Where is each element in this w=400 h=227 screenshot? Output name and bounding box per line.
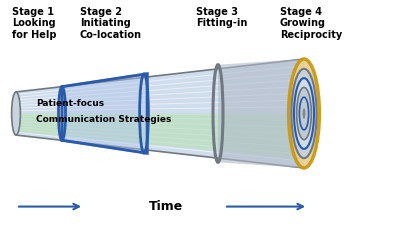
Ellipse shape bbox=[292, 69, 316, 158]
Text: Stage 3
Fitting-in: Stage 3 Fitting-in bbox=[196, 7, 247, 28]
Text: Communication Strategies: Communication Strategies bbox=[36, 115, 171, 124]
Ellipse shape bbox=[12, 92, 20, 135]
Text: Stage 2
Initiating
Co-location: Stage 2 Initiating Co-location bbox=[80, 7, 142, 40]
Ellipse shape bbox=[289, 59, 319, 168]
Text: Stage 4
Growing
Reciprocity: Stage 4 Growing Reciprocity bbox=[280, 7, 342, 40]
Text: Patient-focus: Patient-focus bbox=[36, 99, 104, 108]
Text: Time: Time bbox=[149, 200, 183, 213]
Ellipse shape bbox=[297, 87, 311, 140]
Ellipse shape bbox=[302, 108, 306, 119]
Polygon shape bbox=[16, 59, 304, 168]
Text: Stage 1
Looking
for Help: Stage 1 Looking for Help bbox=[12, 7, 56, 40]
Ellipse shape bbox=[294, 78, 314, 149]
Polygon shape bbox=[16, 114, 304, 159]
Polygon shape bbox=[62, 74, 147, 153]
Polygon shape bbox=[218, 59, 304, 168]
